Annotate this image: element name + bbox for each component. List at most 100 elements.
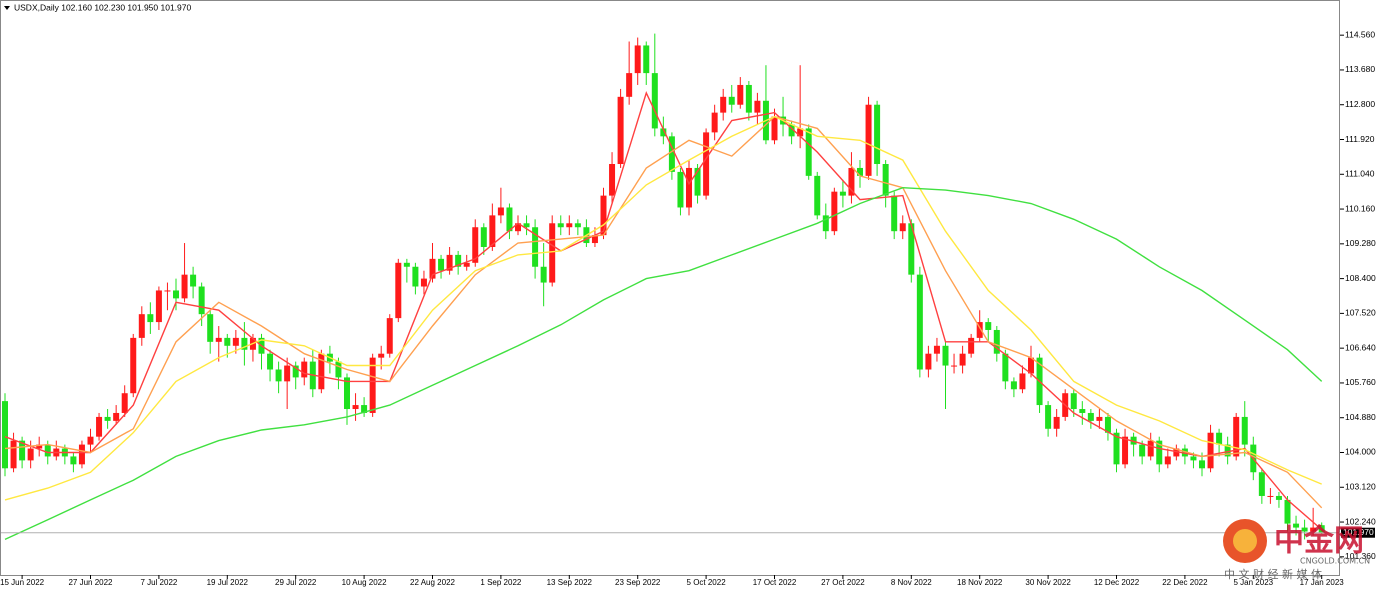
y-tick-label: 111.920 — [1345, 134, 1375, 144]
candle-body — [275, 369, 282, 382]
candle-body — [463, 262, 470, 267]
x-tick-label: 22 Aug 2022 — [410, 578, 455, 587]
candle-body — [1130, 436, 1137, 445]
ma-line — [4, 115, 1323, 509]
candle-body — [1104, 416, 1111, 433]
candle-body — [643, 45, 650, 74]
candle-body — [1301, 527, 1308, 532]
price-box — [1341, 527, 1375, 538]
x-tick-label: 1 Sep 2022 — [480, 578, 521, 587]
candle-body — [540, 266, 547, 283]
candle-body — [198, 286, 205, 315]
candle-body — [609, 164, 616, 196]
logo-inner — [1233, 529, 1257, 553]
x-tick-label: 22 Dec 2022 — [1162, 578, 1208, 587]
candle-body — [1173, 448, 1180, 457]
candle-body — [78, 444, 85, 465]
candle-body — [472, 227, 479, 263]
x-tick-label: 23 Sep 2022 — [615, 578, 661, 587]
candle-body — [36, 444, 43, 449]
y-tick-label: 103.120 — [1345, 482, 1376, 492]
candle-body — [1019, 373, 1026, 390]
candle-body — [737, 84, 744, 105]
candle-body — [626, 73, 633, 97]
y-tick-label: 112.800 — [1345, 99, 1375, 109]
x-tick-label: 15 Jun 2022 — [0, 578, 45, 587]
x-tick-label: 30 Nov 2022 — [1025, 578, 1071, 587]
candle-body — [1181, 448, 1188, 457]
watermark-slogan: 中 文 财 经 新 媒 体 — [1224, 567, 1322, 581]
candle-body — [361, 405, 368, 413]
ma-line — [4, 90, 1323, 531]
y-tick-label: 104.880 — [1345, 412, 1376, 422]
candle-body — [96, 416, 103, 437]
candle-body — [532, 227, 539, 267]
candle-body — [1164, 456, 1171, 465]
candle-body — [318, 353, 325, 390]
watermark-name: 中金网 — [1274, 524, 1364, 559]
candle-body — [1258, 472, 1265, 496]
y-tick-label: 106.640 — [1345, 342, 1376, 352]
candle-body — [1190, 456, 1197, 461]
candle-body — [754, 100, 761, 113]
menu-arrow — [4, 6, 10, 10]
candle-body — [1113, 432, 1120, 465]
candle-body — [1002, 353, 1009, 382]
candle-body — [865, 104, 872, 176]
y-tick-label: 113.680 — [1345, 64, 1375, 74]
y-tick-label: 101.360 — [1345, 551, 1376, 561]
candle-body — [335, 361, 342, 378]
candle-body — [976, 322, 983, 338]
candle-body — [711, 112, 718, 133]
candle-body — [207, 314, 214, 342]
x-tick-label: 5 Oct 2022 — [687, 578, 727, 587]
x-tick-label: 18 Nov 2022 — [957, 578, 1003, 587]
y-tick-label: 107.520 — [1345, 308, 1376, 318]
x-tick-label: 17 Jan 2023 — [1300, 578, 1345, 587]
candle-body — [899, 223, 906, 232]
candle-body — [831, 191, 838, 232]
candle-body — [1053, 416, 1060, 429]
candle-body — [155, 290, 162, 323]
candle-body — [292, 365, 299, 378]
candle-body — [1293, 523, 1300, 528]
candle-body — [771, 116, 778, 141]
candle-body — [993, 329, 1000, 354]
candle-body — [224, 337, 231, 346]
y-tick-label: 105.760 — [1345, 377, 1376, 387]
candle-body — [1028, 357, 1034, 374]
candle-body — [549, 223, 556, 283]
x-tick-label: 27 Jun 2022 — [68, 578, 113, 587]
candle-body — [660, 128, 667, 137]
x-tick-label: 12 Dec 2022 — [1094, 578, 1140, 587]
candle-body — [557, 223, 564, 228]
candle-body — [1070, 393, 1077, 410]
y-tick-label: 108.400 — [1345, 273, 1376, 283]
candle-body — [1207, 432, 1214, 469]
candle-body — [908, 223, 915, 275]
candle-body — [386, 318, 393, 354]
candle-body — [1233, 416, 1240, 457]
x-tick-label: 5 Jan 2023 — [1234, 578, 1274, 587]
candle-body — [839, 191, 846, 196]
candle-body — [1079, 409, 1086, 413]
candle-body — [1147, 440, 1154, 457]
candle-body — [232, 337, 239, 346]
candle-body — [1310, 527, 1317, 532]
candle-body — [497, 207, 504, 216]
x-tick-label: 8 Nov 2022 — [891, 578, 932, 587]
candle-body — [788, 124, 795, 137]
candle-body — [677, 171, 684, 208]
candle-body — [1199, 460, 1205, 469]
candle-body — [591, 235, 598, 244]
watermark: 中金网 CNGOLD.COM.CN 中 文 财 经 新 媒 体 — [1223, 519, 1370, 581]
candle-body — [515, 223, 521, 232]
candle-body — [1216, 432, 1223, 445]
candle-body — [267, 353, 274, 370]
candle-body — [574, 223, 581, 228]
candle-body — [130, 337, 137, 394]
candle-body — [506, 207, 513, 232]
candle-body — [164, 290, 171, 292]
y-tick-label: 110.160 — [1345, 203, 1375, 213]
candle-body — [523, 223, 530, 228]
